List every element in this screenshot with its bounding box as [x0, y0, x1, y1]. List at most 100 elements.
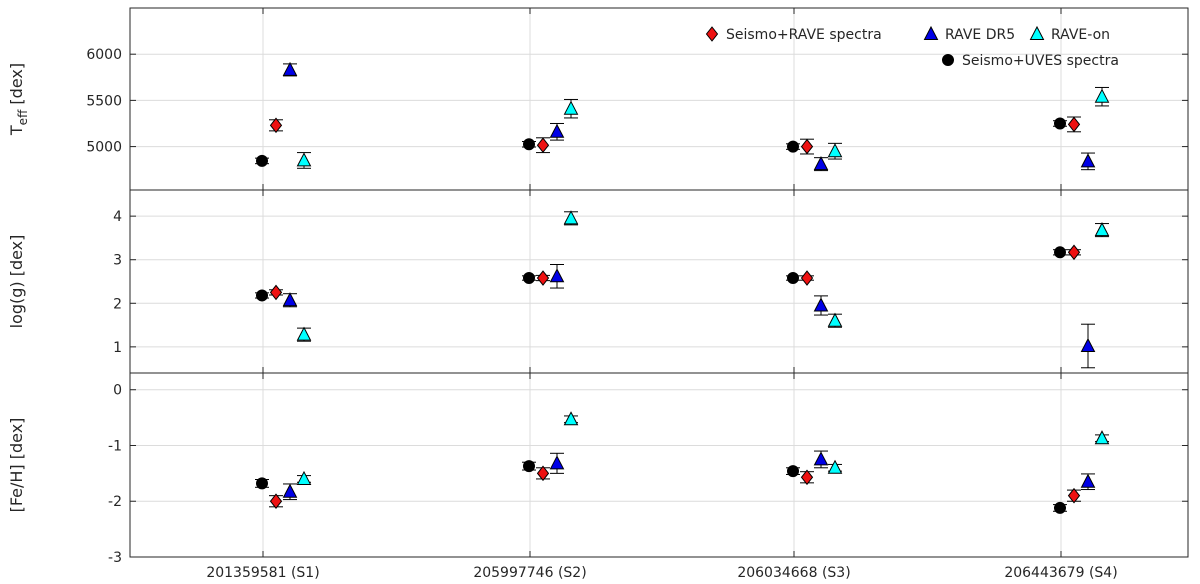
- data-point-teff-triangle-0: [282, 61, 298, 77]
- ytick-label-logg: 1: [113, 340, 122, 356]
- legend-marker-triangle: [1029, 25, 1045, 40]
- legend-label: Seismo+UVES spectra: [962, 53, 1119, 69]
- ytick-label-teff: 6000: [86, 47, 122, 63]
- data-point-logg-circle-2: [786, 272, 800, 285]
- xtick-label: 201359581 (S1): [206, 565, 319, 581]
- data-point-feh-diamond-0: [269, 493, 283, 510]
- data-point-teff-triangle-3: [1080, 152, 1096, 171]
- data-point-feh-diamond-3: [1067, 487, 1081, 504]
- marker-triangle: [1094, 222, 1110, 237]
- data-point-logg-triangle-3: [1094, 222, 1110, 238]
- marker-circle: [256, 289, 268, 302]
- data-point-logg-triangle-3: [1080, 323, 1096, 369]
- marker-triangle: [1094, 430, 1110, 445]
- marker-circle: [523, 460, 535, 473]
- data-point-logg-circle-0: [255, 289, 269, 302]
- data-point-feh-triangle-1: [563, 411, 579, 426]
- marker-triangle: [296, 152, 312, 167]
- marker-triangle: [827, 312, 843, 327]
- marker-triangle: [549, 123, 565, 138]
- data-point-teff-circle-0: [255, 154, 269, 167]
- ylabel-subscript: eff: [16, 109, 30, 125]
- xtick-label: 206034668 (S3): [737, 565, 850, 581]
- marker-diamond: [1067, 487, 1081, 504]
- data-point-teff-triangle-2: [813, 156, 829, 172]
- marker-diamond: [269, 117, 283, 134]
- legend-item: RAVE-on: [1029, 25, 1110, 43]
- legend-label: RAVE-on: [1051, 27, 1110, 43]
- marker-diamond: [536, 270, 550, 286]
- panel-frame-feh: [129, 372, 1189, 558]
- ytick-label-feh: -3: [108, 550, 122, 566]
- xtick-label: 206443679 (S4): [1004, 565, 1117, 581]
- marker-circle: [256, 477, 268, 490]
- grid-layer: [130, 8, 1188, 558]
- data-point-logg-triangle-0: [282, 292, 298, 308]
- marker-diamond: [800, 138, 814, 155]
- marker-triangle: [563, 100, 579, 115]
- marker-triangle: [813, 156, 829, 171]
- data-point-logg-circle-1: [522, 272, 536, 285]
- marker-circle: [523, 138, 535, 151]
- data-point-logg-triangle-2: [827, 312, 843, 328]
- data-point-logg-circle-3: [1053, 246, 1067, 259]
- legend-item: Seismo+RAVE spectra: [705, 26, 882, 43]
- marker-triangle: [1080, 337, 1096, 352]
- marker-triangle: [296, 326, 312, 341]
- ylabel-logg: log(g) [dex]: [7, 235, 26, 329]
- data-point-logg-triangle-2: [813, 295, 829, 316]
- data-point-teff-diamond-1: [536, 137, 550, 154]
- legend-label: RAVE DR5: [945, 27, 1015, 43]
- legend-item: RAVE DR5: [923, 25, 1015, 43]
- data-point-feh-triangle-0: [282, 483, 298, 501]
- xtick-label: 205997746 (S2): [473, 565, 586, 581]
- marker-circle: [1054, 246, 1066, 259]
- data-layer: [255, 61, 1110, 514]
- data-point-teff-diamond-3: [1067, 116, 1081, 133]
- marker-circle: [1054, 117, 1066, 130]
- data-point-feh-triangle-0: [296, 470, 312, 485]
- marker-circle: [256, 154, 268, 167]
- marker-triangle: [813, 451, 829, 466]
- marker-triangle: [549, 455, 565, 470]
- data-point-logg-diamond-2: [800, 270, 814, 286]
- data-point-feh-triangle-3: [1094, 430, 1110, 445]
- axes-frame: [129, 7, 1189, 558]
- data-point-feh-diamond-1: [536, 465, 550, 482]
- legend: Seismo+RAVE spectra RAVE DR5 RAVE-on Seismo…: [705, 25, 1119, 69]
- ylabel-feh: [Fe/H] [dex]: [7, 418, 26, 513]
- data-point-teff-circle-1: [522, 138, 536, 151]
- data-point-teff-triangle-0: [296, 152, 312, 169]
- data-point-feh-triangle-2: [813, 450, 829, 469]
- marker-triangle: [1080, 153, 1096, 168]
- data-point-feh-triangle-1: [549, 452, 565, 474]
- legend-item: Seismo+UVES spectra: [942, 53, 1119, 69]
- marker-circle: [787, 465, 799, 478]
- data-point-feh-diamond-2: [800, 469, 814, 486]
- marker-triangle: [282, 61, 298, 76]
- marker-triangle: [563, 210, 579, 225]
- data-point-logg-diamond-1: [536, 270, 550, 286]
- marker-diamond: [269, 493, 283, 510]
- data-point-teff-diamond-2: [800, 138, 814, 155]
- marker-triangle: [1080, 473, 1096, 488]
- marker-triangle: [296, 470, 312, 485]
- data-point-teff-diamond-0: [269, 117, 283, 134]
- data-point-teff-triangle-3: [1094, 86, 1110, 107]
- ytick-label-teff: 5500: [86, 93, 122, 109]
- data-point-logg-diamond-3: [1067, 244, 1081, 261]
- ytick-label-logg: 3: [113, 253, 122, 269]
- marker-triangle: [813, 297, 829, 312]
- marker-triangle: [827, 143, 843, 158]
- data-point-feh-circle-3: [1053, 501, 1067, 514]
- marker-circle: [1054, 501, 1066, 514]
- legend-marker-circle: [942, 54, 954, 66]
- marker-triangle: [1094, 88, 1110, 103]
- marker-triangle: [549, 268, 565, 283]
- data-point-logg-diamond-0: [269, 284, 283, 301]
- data-point-logg-triangle-0: [296, 326, 312, 342]
- ytick-label-teff: 5000: [86, 140, 122, 156]
- marker-diamond: [1067, 116, 1081, 133]
- ytick-label-feh: -1: [108, 438, 122, 454]
- marker-circle: [523, 272, 535, 285]
